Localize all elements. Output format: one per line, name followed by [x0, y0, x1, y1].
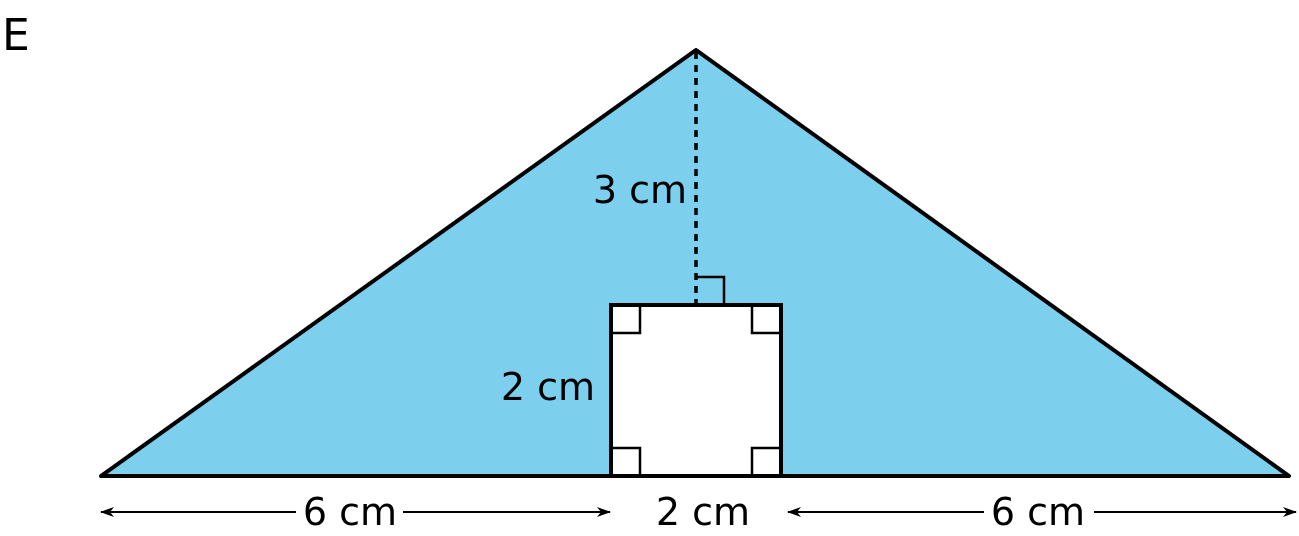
height-label: 3 cm	[593, 168, 687, 212]
square-corner-mark-top-right	[750, 307, 779, 335]
square-corner-mark-bottom-right	[750, 446, 779, 474]
height-right-angle-mark	[696, 275, 726, 305]
base-right-label: 6 cm	[991, 490, 1085, 534]
base-left-label: 6 cm	[303, 490, 397, 534]
square-corner-mark-bottom-left	[613, 446, 642, 474]
square-corner-mark-top-left	[613, 307, 642, 335]
square-cutout	[609, 303, 783, 478]
panel-label: E	[2, 10, 30, 61]
base-middle-label: 2 cm	[656, 490, 750, 534]
square-side-label: 2 cm	[501, 365, 595, 409]
